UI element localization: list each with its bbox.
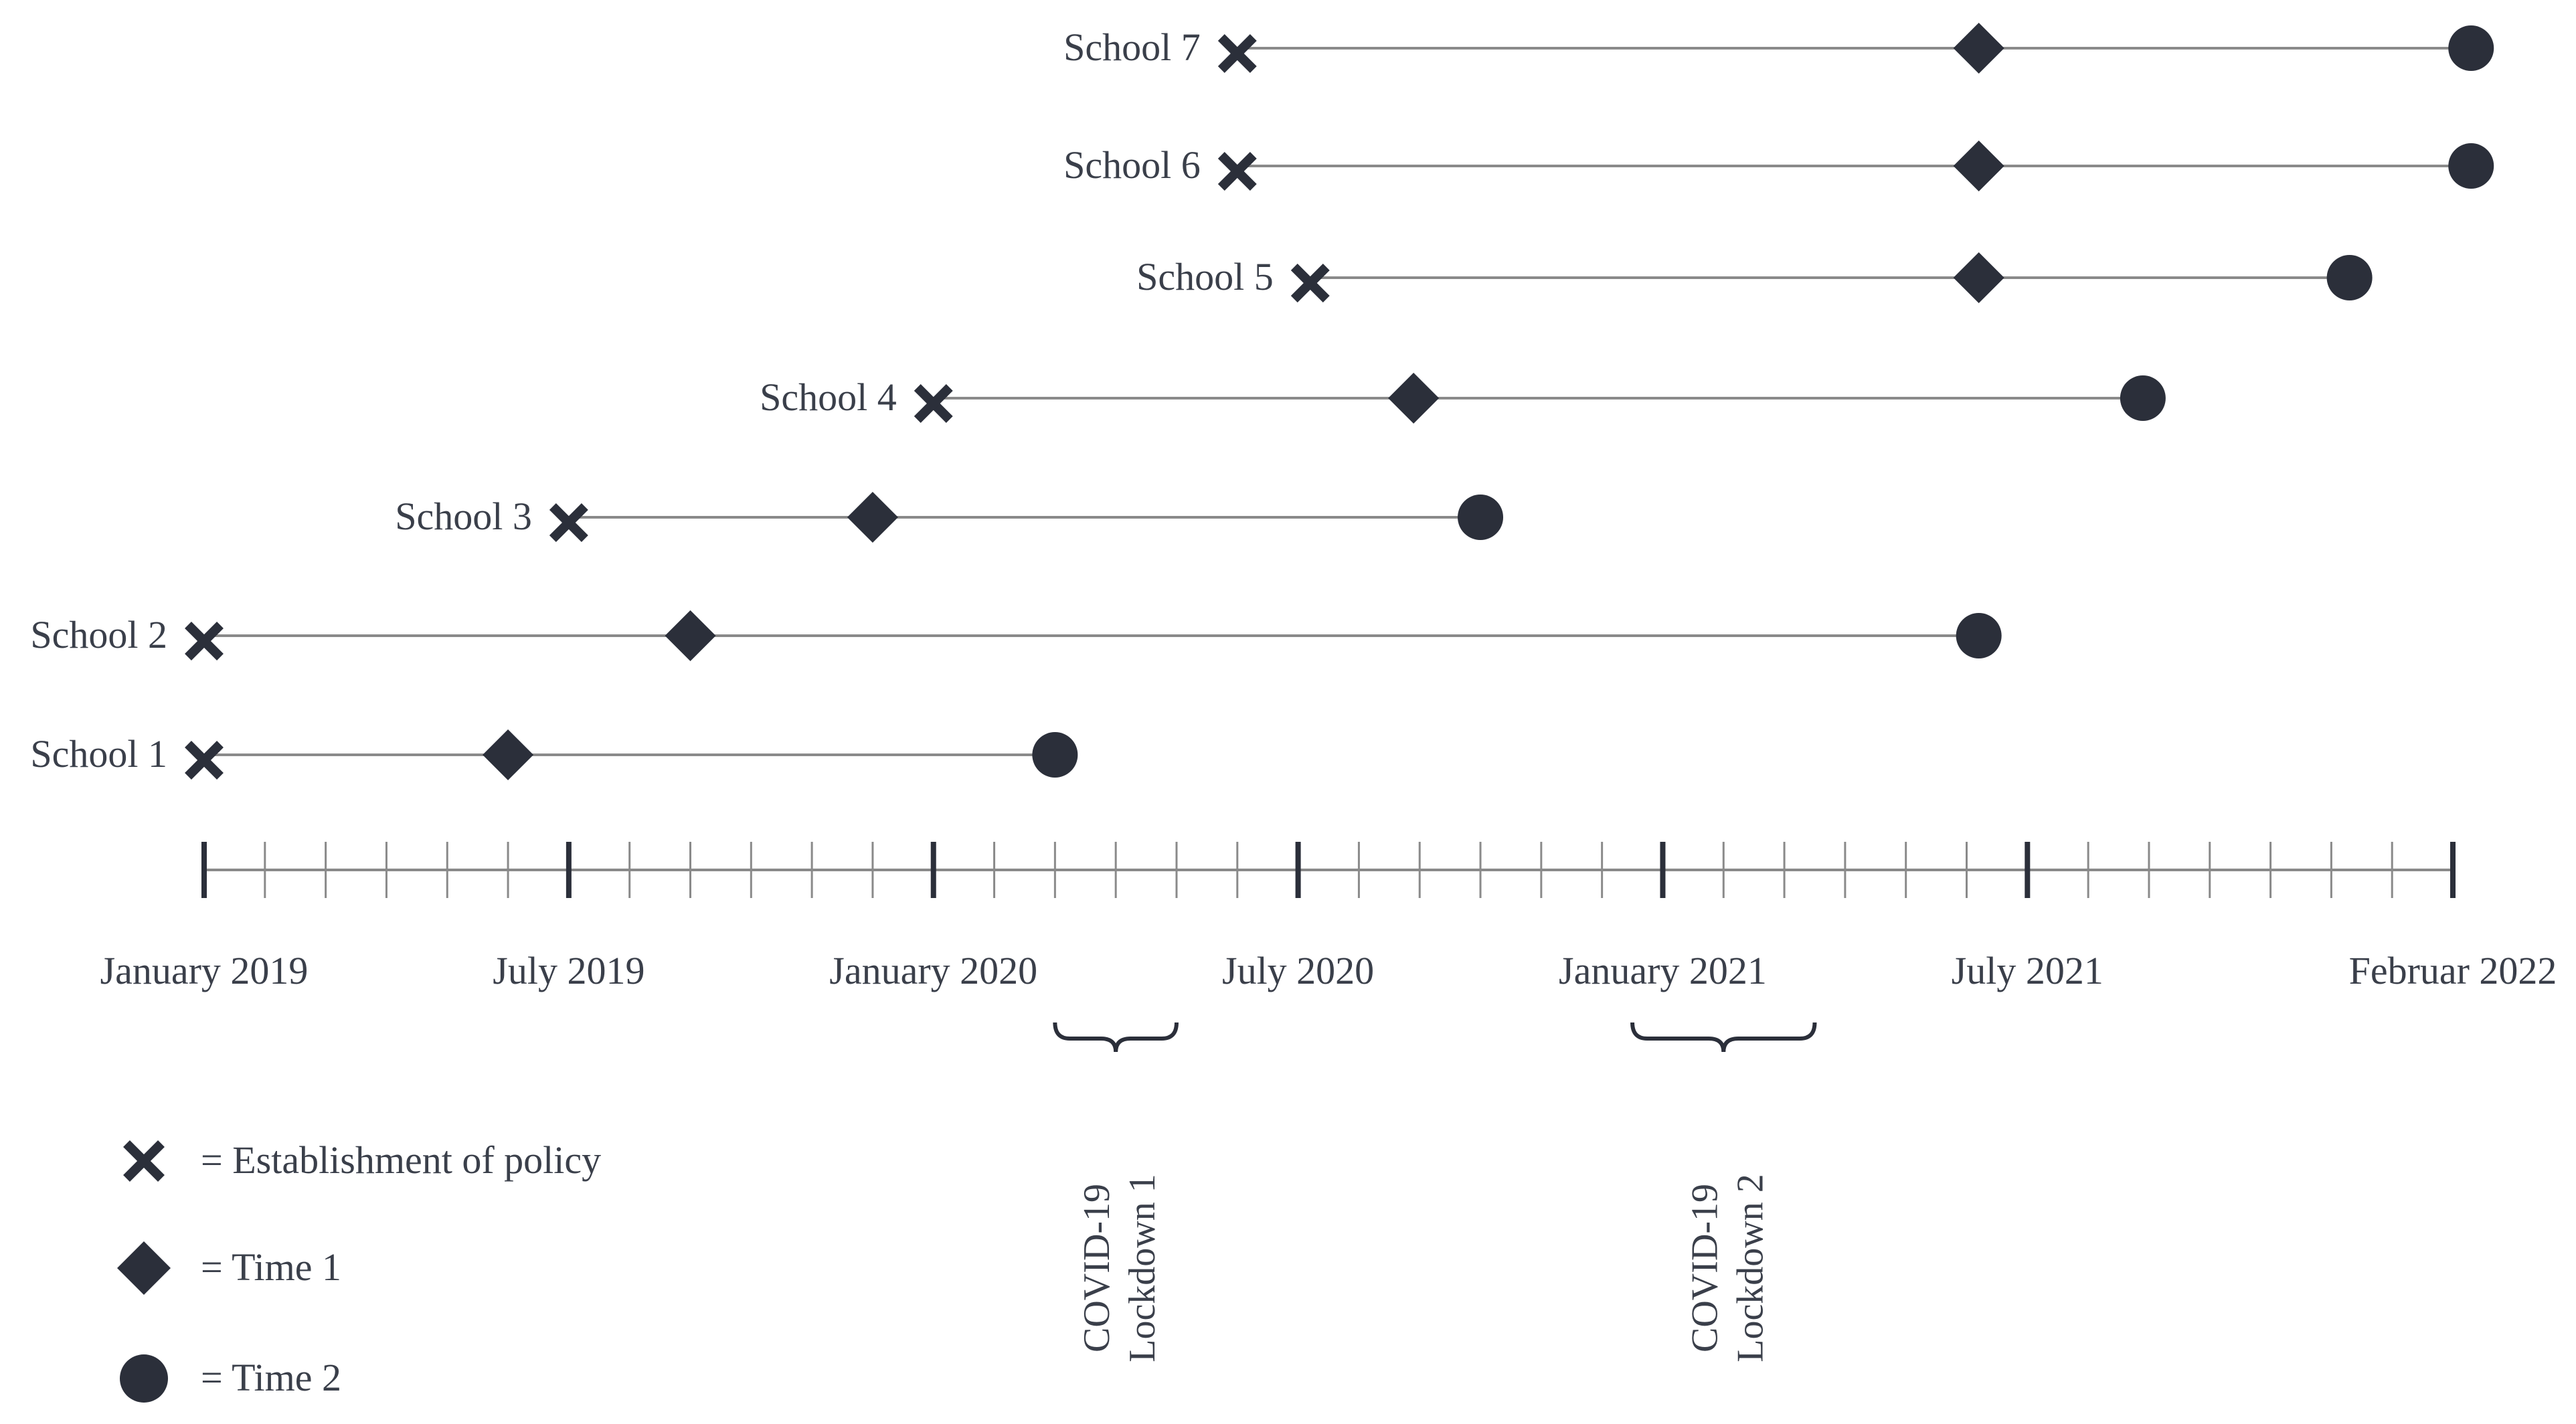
time1-diamond-marker (665, 610, 716, 661)
time2-circle-marker (2326, 255, 2373, 300)
lockdown-label-line2: Lockdown 1 (1122, 1174, 1163, 1362)
policy-x-marker (549, 503, 588, 542)
timeline-axis: January 2019 July 2019 January 2020 July 20… (100, 842, 2557, 992)
lockdown-brace (1053, 1022, 1179, 1053)
axis-tick-label: Februar 2022 (2349, 949, 2557, 992)
time1-diamond-marker (483, 729, 534, 780)
school-label: School 4 (760, 375, 897, 419)
legend-diamond-icon (117, 1241, 171, 1295)
time2-circle-marker (2448, 143, 2494, 189)
lockdown-label: COVID-19 Lockdown 1 (1076, 1174, 1163, 1362)
axis-tick-label: July 2019 (493, 949, 645, 992)
policy-x-marker (1217, 34, 1257, 73)
school-row: School 1 (30, 729, 1078, 780)
time2-circle-marker (2448, 25, 2494, 71)
lockdown-label-line1: COVID-19 (1684, 1184, 1725, 1352)
time2-circle-marker (1956, 613, 2002, 658)
lockdown-annotations: COVID-19 Lockdown 1 COVID-19 Lockdown 2 (1053, 1022, 1817, 1362)
legend-text: = Time 1 (201, 1245, 341, 1289)
time2-circle-marker (1032, 732, 1078, 778)
axis-tick-label: July 2021 (1952, 949, 2103, 992)
school-row: School 2 (30, 610, 2002, 661)
time1-diamond-marker (1953, 252, 2004, 303)
lockdown-brace (1630, 1022, 1817, 1053)
legend-circle-icon (120, 1354, 168, 1403)
lockdown-label-line1: COVID-19 (1076, 1184, 1118, 1352)
policy-x-marker (185, 741, 224, 780)
policy-x-marker (1290, 264, 1330, 302)
school-row: School 3 (395, 492, 1504, 543)
time1-diamond-marker (1953, 141, 2004, 191)
legend: = Establishment of policy = Time 1 = Time … (117, 1138, 601, 1403)
school-label: School 5 (1136, 255, 1274, 298)
legend-item: = Time 2 (120, 1354, 341, 1403)
axis-tick-label: July 2020 (1222, 949, 1374, 992)
axis-tick-label: January 2019 (100, 949, 309, 992)
legend-x-icon (123, 1140, 165, 1182)
school-label: School 3 (395, 495, 532, 538)
axis-tick-label: January 2021 (1559, 949, 1767, 992)
time1-diamond-marker (847, 492, 898, 543)
time1-diamond-marker (1953, 23, 2004, 74)
time2-circle-marker (2120, 375, 2166, 421)
school-row: School 7 (1063, 23, 2494, 74)
school-label: School 7 (1063, 25, 1201, 69)
lockdown-annotation: COVID-19 Lockdown 2 (1630, 1022, 1817, 1362)
legend-item: = Time 1 (117, 1241, 341, 1295)
school-label: School 6 (1063, 143, 1201, 187)
legend-text: = Establishment of policy (201, 1138, 601, 1182)
school-label: School 1 (30, 732, 167, 776)
time2-circle-marker (1458, 495, 1504, 540)
policy-x-marker (914, 384, 953, 423)
policy-x-marker (185, 622, 224, 660)
lockdown-label-line2: Lockdown 2 (1729, 1174, 1771, 1362)
time1-diamond-marker (1388, 373, 1440, 424)
lockdown-label: COVID-19 Lockdown 2 (1684, 1174, 1771, 1362)
lockdown-annotation: COVID-19 Lockdown 1 (1053, 1022, 1179, 1362)
legend-item: = Establishment of policy (123, 1138, 601, 1182)
school-label: School 2 (30, 613, 167, 656)
school-row: School 6 (1063, 141, 2494, 191)
policy-x-marker (1217, 152, 1257, 191)
school-row: School 5 (1136, 252, 2373, 303)
legend-text: = Time 2 (201, 1356, 341, 1399)
school-rows: School 7 School 6 School 5 School 4 School 3… (30, 23, 2494, 780)
axis-tick-label: January 2020 (829, 949, 1037, 992)
school-row: School 4 (760, 373, 2166, 424)
